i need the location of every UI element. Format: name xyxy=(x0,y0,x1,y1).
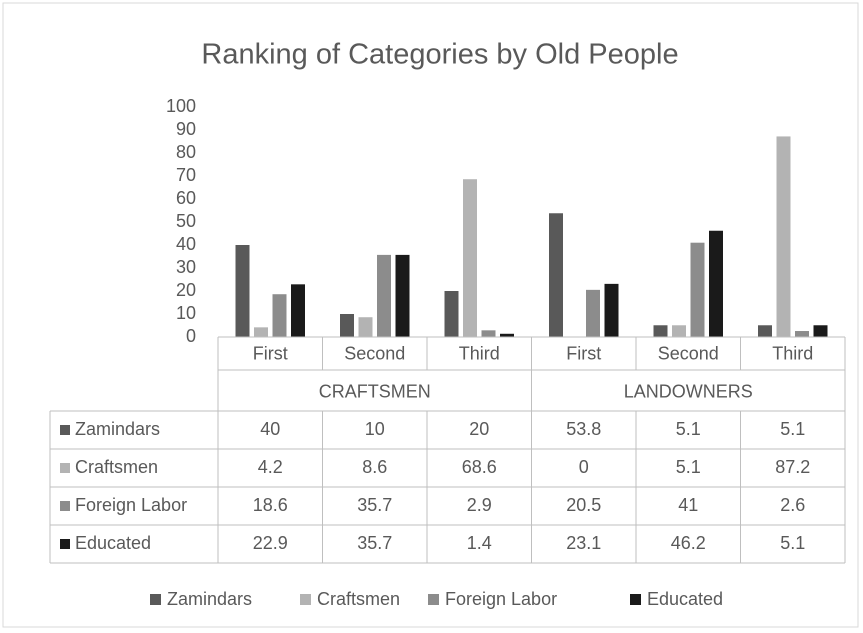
table-cell: 53.8 xyxy=(566,419,601,439)
table-cell: 23.1 xyxy=(566,533,601,553)
y-tick-label: 40 xyxy=(176,234,196,254)
table-legend-key xyxy=(60,425,70,435)
legend-key xyxy=(300,594,311,605)
table-cell: 1.4 xyxy=(467,533,492,553)
table-legend-key xyxy=(60,501,70,511)
bar xyxy=(690,242,705,337)
y-tick-label: 0 xyxy=(186,326,196,346)
y-tick-label: 60 xyxy=(176,188,196,208)
table-legend-key xyxy=(60,463,70,473)
table-cell: 5.1 xyxy=(676,419,701,439)
legend-label: Foreign Labor xyxy=(445,589,557,609)
table-cell: 46.2 xyxy=(671,533,706,553)
table-cell: 22.9 xyxy=(253,533,288,553)
bar xyxy=(254,327,268,337)
bar xyxy=(235,245,250,337)
bar xyxy=(604,283,619,337)
x-tick-label: Second xyxy=(344,343,405,363)
table-cell: 8.6 xyxy=(362,457,387,477)
y-tick-label: 70 xyxy=(176,165,196,185)
bar xyxy=(709,230,723,337)
x-tick-label: First xyxy=(253,343,288,363)
bar xyxy=(672,325,686,337)
bar xyxy=(795,331,809,337)
table-row-label: Zamindars xyxy=(75,419,160,439)
bar xyxy=(653,325,668,337)
bar xyxy=(291,284,305,337)
table-cell: 35.7 xyxy=(357,495,392,515)
table-row-label: Craftsmen xyxy=(75,457,158,477)
x-tick-label: First xyxy=(566,343,601,363)
table-legend-key xyxy=(60,539,70,549)
group-label: LANDOWNERS xyxy=(624,381,753,401)
table-cell: 10 xyxy=(365,419,385,439)
bar xyxy=(758,325,772,337)
y-tick-label: 100 xyxy=(166,96,196,116)
table-cell: 68.6 xyxy=(462,457,497,477)
x-tick-label: Second xyxy=(658,343,719,363)
table-cell: 41 xyxy=(678,495,698,515)
bar xyxy=(549,213,563,337)
y-tick-label: 10 xyxy=(176,303,196,323)
bar xyxy=(377,254,391,337)
table-cell: 35.7 xyxy=(357,533,392,553)
group-label: CRAFTSMEN xyxy=(319,381,431,401)
table-cell: 18.6 xyxy=(253,495,288,515)
table-cell: 2.6 xyxy=(780,495,805,515)
legend-label: Craftsmen xyxy=(317,589,400,609)
table-cell: 4.2 xyxy=(258,457,283,477)
table-cell: 2.9 xyxy=(467,495,492,515)
bar xyxy=(586,289,600,337)
y-tick-label: 90 xyxy=(176,119,196,139)
legend-key xyxy=(150,594,161,605)
bar xyxy=(340,314,354,337)
table-row-label: Educated xyxy=(75,533,151,553)
bar xyxy=(481,330,496,337)
legend-key xyxy=(428,594,439,605)
table-cell: 20 xyxy=(469,419,489,439)
legend-label: Educated xyxy=(647,589,723,609)
bar xyxy=(358,317,373,337)
y-tick-label: 30 xyxy=(176,257,196,277)
table-cell: 5.1 xyxy=(780,419,805,439)
bar xyxy=(444,291,459,337)
y-tick-label: 20 xyxy=(176,280,196,300)
table-cell: 40 xyxy=(260,419,280,439)
table-cell: 5.1 xyxy=(676,457,701,477)
bar xyxy=(813,325,828,337)
legend-key xyxy=(630,594,641,605)
x-tick-label: Third xyxy=(772,343,813,363)
y-tick-label: 50 xyxy=(176,211,196,231)
y-tick-label: 80 xyxy=(176,142,196,162)
bar xyxy=(272,294,287,337)
table-cell: 0 xyxy=(579,457,589,477)
table-row-label: Foreign Labor xyxy=(75,495,187,515)
bar xyxy=(500,333,514,337)
legend-label: Zamindars xyxy=(167,589,252,609)
bar xyxy=(776,136,791,337)
table-cell: 87.2 xyxy=(775,457,810,477)
x-tick-label: Third xyxy=(459,343,500,363)
table-cell: 20.5 xyxy=(566,495,601,515)
bar xyxy=(463,179,477,337)
chart-title: Ranking of Categories by Old People xyxy=(201,39,678,71)
table-cell: 5.1 xyxy=(780,533,805,553)
bar xyxy=(395,254,410,337)
